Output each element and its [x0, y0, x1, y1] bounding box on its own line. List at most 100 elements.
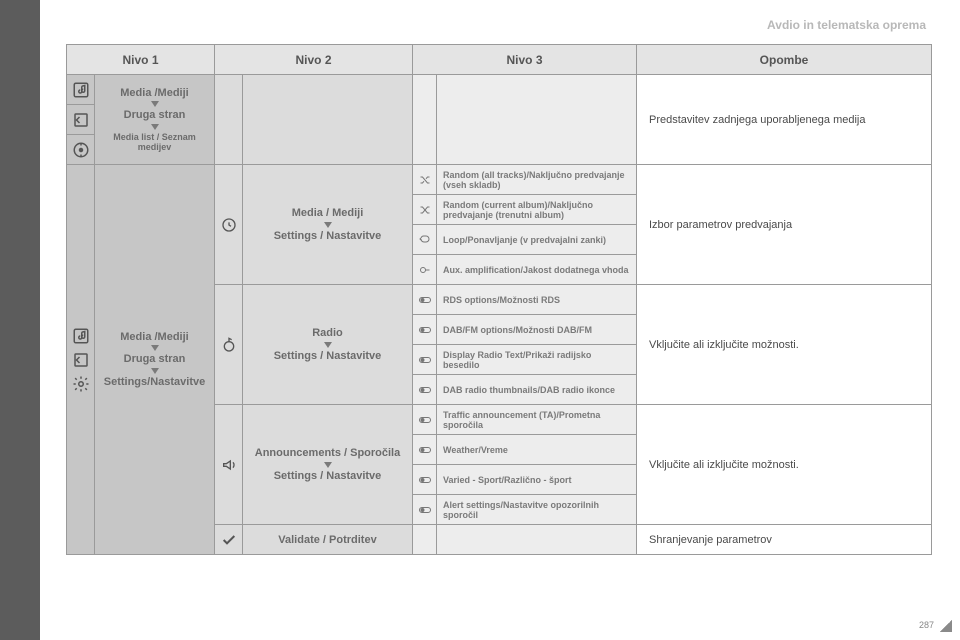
arrow-down-icon [324, 462, 332, 468]
l3-a1-icon [413, 405, 437, 435]
gear-icon [221, 217, 237, 233]
note-4: Shranjevanje parametrov [637, 525, 932, 555]
l2-radio-line2: Settings / Nastavitve [274, 350, 382, 363]
page2-icon [72, 111, 90, 129]
toggle-icon [419, 414, 431, 426]
header-l3: Nivo 3 [413, 45, 637, 75]
l3-m4-icon [413, 255, 437, 285]
l3-a3-icon [413, 465, 437, 495]
settings-icon [72, 375, 90, 393]
l3-m2: Random (current album)/Naključno predvaj… [437, 195, 637, 225]
announce-icon [221, 457, 237, 473]
settings-table: Nivo 1 Nivo 2 Nivo 3 Opombe Media /Medij… [66, 44, 932, 555]
l1-icons-b [67, 165, 95, 555]
l3-a2: Weather/Vreme [437, 435, 637, 465]
l2-ann-line2: Settings / Nastavitve [274, 470, 382, 483]
l1-b-line3: Settings/Nastavitve [104, 376, 205, 389]
toggle-icon [419, 294, 431, 306]
l1-b-line1: Media /Mediji [120, 331, 188, 344]
toggle-icon [419, 504, 431, 516]
l1-a-line1: Media /Mediji [120, 87, 188, 100]
toggle-icon [419, 444, 431, 456]
page2-icon [72, 351, 90, 369]
l2-media: Media / Mediji Settings / Nastavitve [243, 165, 413, 285]
page-corner-icon [940, 620, 952, 632]
l1-a-line2: Druga stran [124, 109, 186, 122]
toggle-icon [419, 354, 431, 366]
toggle-icon [419, 324, 431, 336]
toggle-icon [419, 384, 431, 396]
l3-r2: DAB/FM options/Možnosti DAB/FM [437, 315, 637, 345]
list-icon [72, 141, 90, 159]
l2-radio: Radio Settings / Nastavitve [243, 285, 413, 405]
l2-radio-icon [215, 285, 243, 405]
l3-r2-icon [413, 315, 437, 345]
l3-m4: Aux. amplification/Jakost dodatnega vhod… [437, 255, 637, 285]
slider-icon [419, 264, 431, 276]
page-number: 287 [919, 620, 934, 630]
l2-empty [243, 75, 413, 165]
page2-icon-cell [67, 105, 95, 135]
l3-m3-icon [413, 225, 437, 255]
l2-media-line2: Settings / Nastavitve [274, 230, 382, 243]
l3-m3: Loop/Ponavljanje (v predvajalni zanki) [437, 225, 637, 255]
arrow-down-icon [324, 342, 332, 348]
l2-media-line1: Media / Mediji [292, 207, 364, 220]
media-note-icon [72, 327, 90, 345]
header-l1: Nivo 1 [67, 45, 215, 75]
l3-a4: Alert settings/Nastavitve opozorilnih sp… [437, 495, 637, 525]
l3-a3: Varied - Sport/Različno - šport [437, 465, 637, 495]
l3-empty-icon [413, 75, 437, 165]
l3-m1-icon [413, 165, 437, 195]
media-note-icon [72, 81, 90, 99]
l3-r3-icon [413, 345, 437, 375]
l1-cell-a: Media /Mediji Druga stran Media list / S… [95, 75, 215, 165]
l3-a1: Traffic announcement (TA)/Prometna sporo… [437, 405, 637, 435]
l2-ann-line1: Announcements / Sporočila [255, 447, 400, 460]
shuffle-icon [419, 174, 431, 186]
header-l2: Nivo 2 [215, 45, 413, 75]
l3-validate-empty-i [413, 525, 437, 555]
l3-a4-icon [413, 495, 437, 525]
l2-validate-icon [215, 525, 243, 555]
l1-b-line2: Druga stran [124, 353, 186, 366]
l3-r4-icon [413, 375, 437, 405]
l3-r3: Display Radio Text/Prikaži radijsko bese… [437, 345, 637, 375]
l1-a-line3: Media list / Seznam medijev [97, 132, 212, 153]
l2-media-icon [215, 165, 243, 285]
shuffle2-icon [419, 204, 431, 216]
header-op: Opombe [637, 45, 932, 75]
arrow-down-icon [151, 345, 159, 351]
l3-m2-icon [413, 195, 437, 225]
l3-r4: DAB radio thumbnails/DAB radio ikonce [437, 375, 637, 405]
arrow-down-icon [324, 222, 332, 228]
loop-icon [419, 234, 431, 246]
arrow-down-icon [151, 101, 159, 107]
l2-ann: Announcements / Sporočila Settings / Nas… [243, 405, 413, 525]
note-3: Vključite ali izključite možnosti. [637, 405, 932, 525]
l3-m1: Random (all tracks)/Naključno predvajanj… [437, 165, 637, 195]
arrow-down-icon [151, 368, 159, 374]
list-icon-cell [67, 135, 95, 165]
note-0: Predstavitev zadnjega uporabljenega medi… [637, 75, 932, 165]
l3-r1: RDS options/Možnosti RDS [437, 285, 637, 315]
note-1: Izbor parametrov predvajanja [637, 165, 932, 285]
check-icon [221, 532, 237, 548]
radio-icon [221, 337, 237, 353]
breadcrumb: Avdio in telematska oprema [767, 18, 926, 32]
header-row: Nivo 1 Nivo 2 Nivo 3 Opombe [67, 45, 932, 75]
left-pane [0, 0, 40, 640]
l3-r1-icon [413, 285, 437, 315]
l2-empty-icon [215, 75, 243, 165]
l2-ann-icon [215, 405, 243, 525]
toggle-icon [419, 474, 431, 486]
arrow-down-icon [151, 124, 159, 130]
l2-radio-line1: Radio [312, 327, 343, 340]
l3-a2-icon [413, 435, 437, 465]
l1-cell-b: Media /Mediji Druga stran Settings/Nasta… [95, 165, 215, 555]
note-2: Vključite ali izključite možnosti. [637, 285, 932, 405]
l3-validate-empty [437, 525, 637, 555]
l3-empty [437, 75, 637, 165]
media-icon-cell [67, 75, 95, 105]
l2-validate: Validate / Potrditev [243, 525, 413, 555]
